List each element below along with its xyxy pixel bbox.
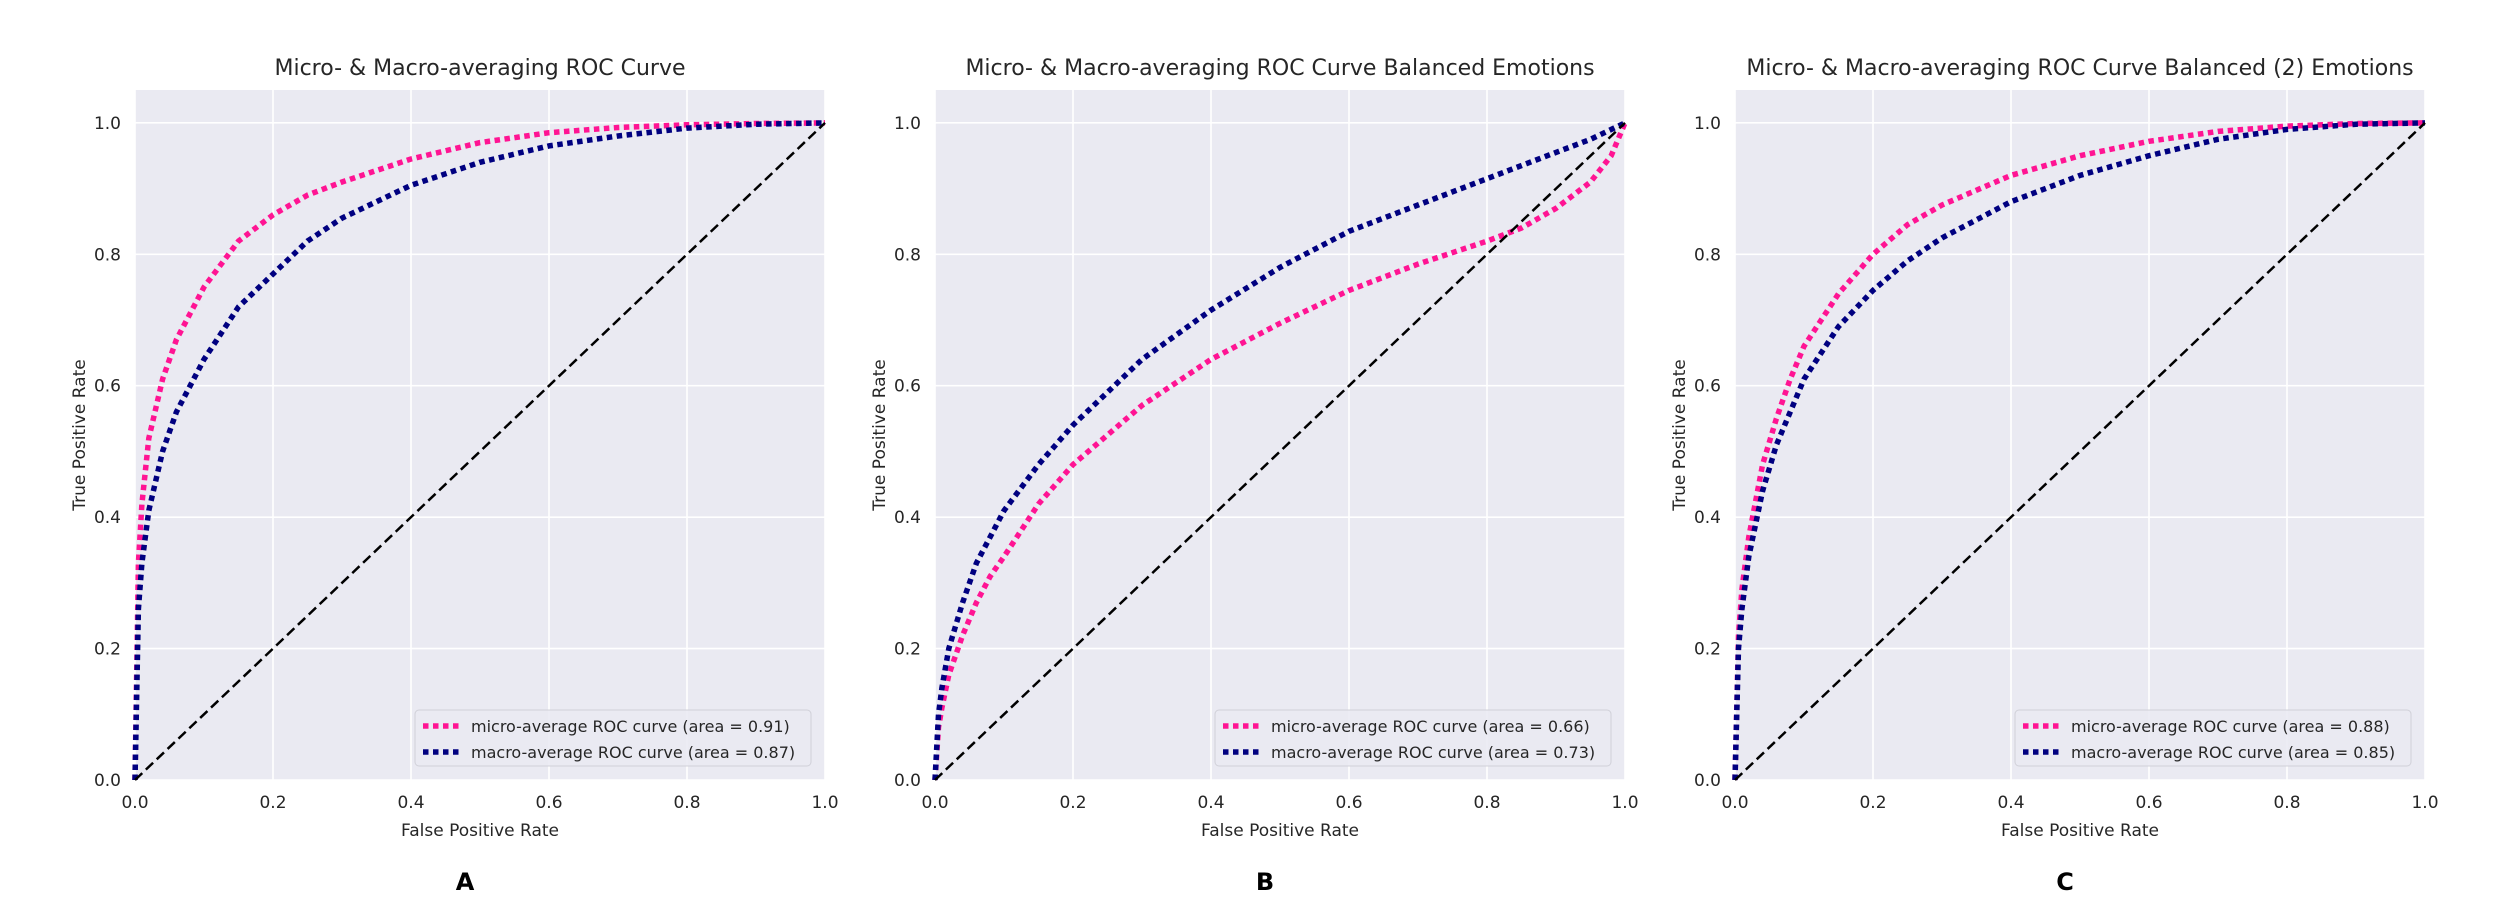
y-tick-label: 0.6 (894, 377, 921, 397)
x-tick-label: 0.0 (1721, 793, 1748, 813)
micro-average-roc-line (1732, 120, 2426, 781)
x-tick-label: 1.0 (1611, 793, 1638, 813)
x-tick-label: 0.4 (397, 793, 424, 813)
legend-entry: micro-average ROC curve (area = 0.91) (471, 717, 790, 736)
legend-entry: macro-average ROC curve (area = 0.87) (471, 743, 795, 762)
panel-label: A (456, 868, 475, 896)
micro-average-roc-line (132, 120, 826, 781)
legend-entry: micro-average ROC curve (area = 0.66) (1271, 717, 1590, 736)
chance-diagonal-line (934, 121, 1626, 781)
x-tick-label: 0.6 (1335, 793, 1362, 813)
x-axis-label: False Positive Rate (401, 821, 559, 841)
y-tick-label: 0.8 (1694, 245, 1721, 265)
chance-diagonal-line (1734, 121, 2426, 781)
x-axis-label: False Positive Rate (1201, 821, 1359, 841)
chart-title: Micro- & Macro-averaging ROC Curve Balan… (1746, 56, 2413, 81)
y-tick-label: 1.0 (94, 114, 121, 134)
y-tick-label: 0.2 (894, 640, 921, 660)
x-tick-label: 0.8 (673, 793, 700, 813)
legend-box (2014, 709, 2412, 767)
legend-box (1214, 709, 1612, 767)
x-tick-label: 1.0 (2411, 793, 2438, 813)
macro-average-roc-line (1732, 120, 2426, 781)
y-tick-label: 0.4 (894, 508, 921, 528)
x-tick-label: 0.6 (535, 793, 562, 813)
legend-entry: macro-average ROC curve (area = 0.85) (2071, 743, 2395, 762)
macro-average-roc-line (132, 120, 826, 781)
y-tick-label: 0.0 (894, 771, 921, 791)
chart-panel-a: 0.0 0.2 0.4 0.6 0.8 1.0 0.0 0.2 0.4 0.6 0.8 1.0 Micr… (70, 56, 839, 896)
chart-title: Micro- & Macro-averaging ROC Curve (274, 56, 685, 81)
legend-box (414, 709, 812, 767)
chance-diagonal-line (134, 121, 826, 781)
panel-label: C (2056, 868, 2074, 896)
plot-area (935, 90, 1625, 780)
y-tick-label: 0.2 (94, 640, 121, 660)
plot-area (1735, 90, 2425, 780)
x-tick-label: 0.8 (1473, 793, 1500, 813)
x-tick-label: 1.0 (811, 793, 838, 813)
y-tick-label: 0.4 (94, 508, 121, 528)
x-tick-label: 0.8 (2273, 793, 2300, 813)
x-tick-label: 0.0 (121, 793, 148, 813)
y-tick-label: 0.2 (1694, 640, 1721, 660)
plot-area (135, 90, 825, 780)
macro-average-roc-line (932, 120, 1627, 781)
y-axis-label: True Positive Rate (70, 359, 90, 511)
y-tick-label: 1.0 (1694, 114, 1721, 134)
y-tick-label: 0.8 (94, 245, 121, 265)
x-tick-label: 0.2 (1859, 793, 1886, 813)
y-tick-label: 0.0 (94, 771, 121, 791)
x-tick-label: 0.2 (1059, 793, 1086, 813)
micro-average-roc-line (932, 121, 1628, 781)
x-tick-label: 0.4 (1197, 793, 1224, 813)
panel-label: B (1256, 868, 1274, 896)
y-tick-label: 0.0 (1694, 771, 1721, 791)
chart-title: Micro- & Macro-averaging ROC Curve Balan… (965, 56, 1594, 81)
y-axis-label: True Positive Rate (1670, 359, 1690, 511)
y-axis-label: True Positive Rate (870, 359, 890, 511)
legend-entry: macro-average ROC curve (area = 0.73) (1271, 743, 1595, 762)
x-tick-label: 0.2 (259, 793, 286, 813)
chart-panel-c: 0.0 0.2 0.4 0.6 0.8 1.0 0.0 0.2 0.4 0.6 0.8 1.0 Micr… (1670, 56, 2439, 896)
legend-entry: micro-average ROC curve (area = 0.88) (2071, 717, 2390, 736)
y-tick-label: 0.6 (1694, 377, 1721, 397)
y-tick-label: 0.6 (94, 377, 121, 397)
chart-panel-b: 0.0 0.2 0.4 0.6 0.8 1.0 0.0 0.2 0.4 0.6 0.8 1.0 Micr… (870, 56, 1639, 896)
y-tick-label: 1.0 (894, 114, 921, 134)
y-tick-label: 0.8 (894, 245, 921, 265)
y-tick-label: 0.4 (1694, 508, 1721, 528)
x-tick-label: 0.0 (921, 793, 948, 813)
x-tick-label: 0.4 (1997, 793, 2024, 813)
x-tick-label: 0.6 (2135, 793, 2162, 813)
x-axis-label: False Positive Rate (2001, 821, 2159, 841)
